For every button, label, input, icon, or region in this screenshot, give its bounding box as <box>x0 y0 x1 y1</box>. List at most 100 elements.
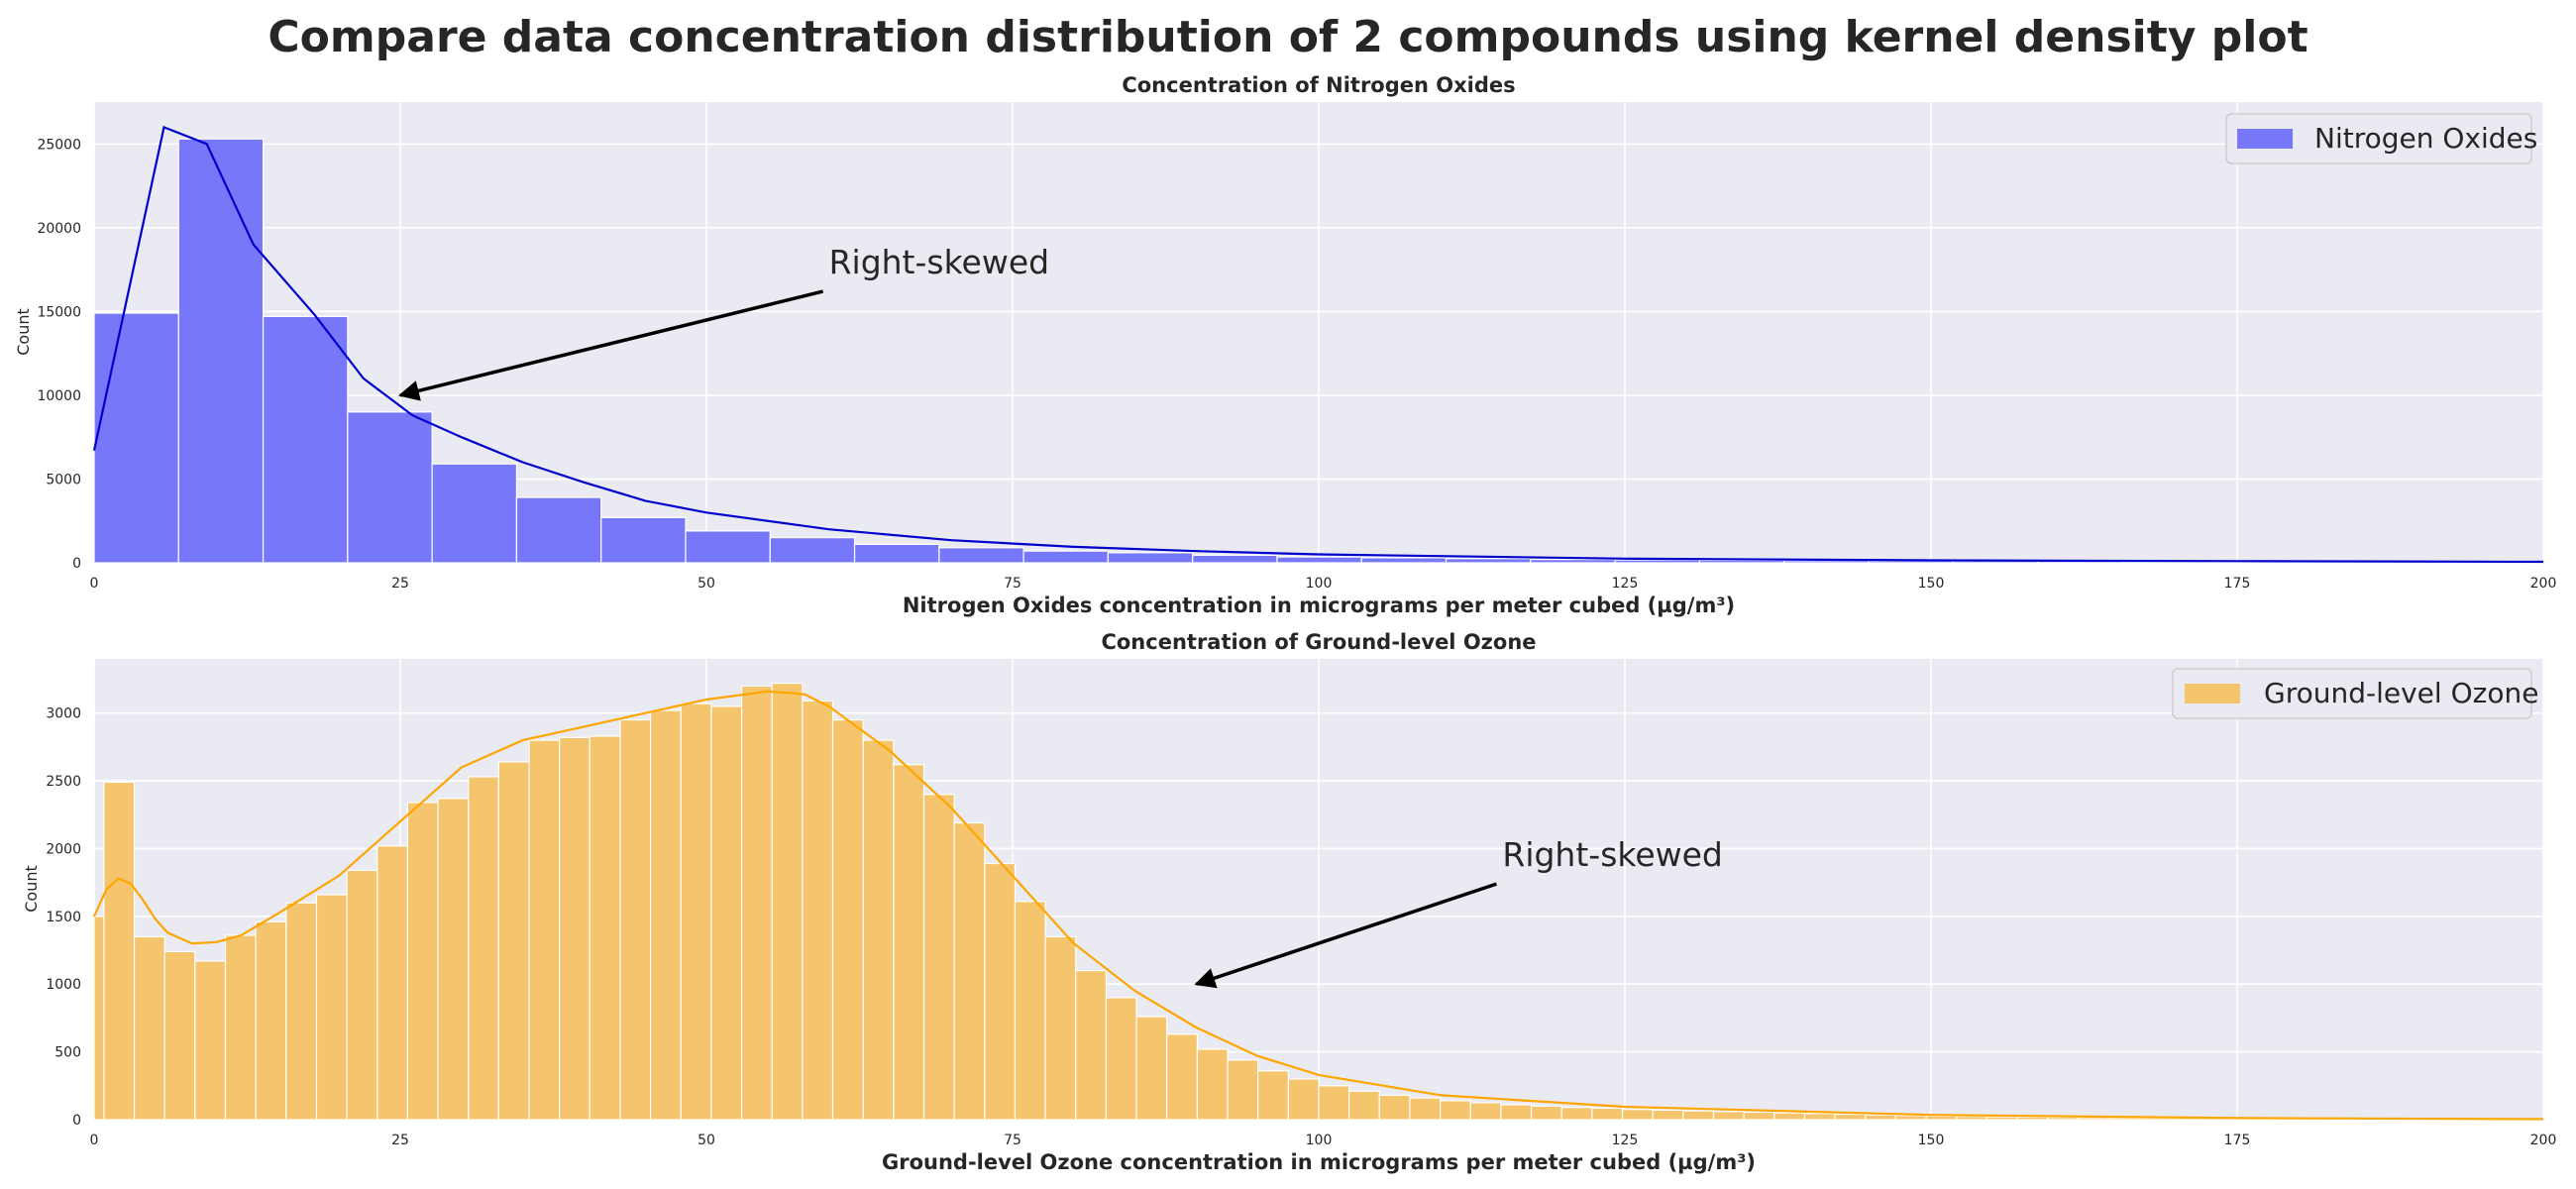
legend-label: Nitrogen Oxides <box>2314 122 2537 155</box>
annotation-text: Right-skewed <box>829 243 1049 281</box>
histogram-bar <box>1682 1110 1715 1121</box>
histogram-bar <box>1044 935 1077 1121</box>
histogram-bar <box>431 463 518 564</box>
legend-swatch <box>2185 684 2240 703</box>
legend: Ground-level Ozone <box>2172 668 2538 719</box>
x-tick-label: 125 <box>1612 1133 1639 1148</box>
y-tick-label: 2000 <box>46 841 81 857</box>
y-tick-label: 1500 <box>46 910 81 925</box>
histogram-bar <box>1865 1114 1897 1121</box>
annotation: Right-skewed <box>1194 835 1723 989</box>
histogram-bar <box>2107 1117 2140 1121</box>
x-tick-label: 100 <box>1306 576 1333 592</box>
histogram-bar <box>619 718 652 1121</box>
ground-level-ozone-chart: Concentration of Ground-level Ozone 0 25 5… <box>22 630 2556 1174</box>
axis-ticks: 0 25 50 75 100 125 150 175 200050010001500200025… <box>46 706 2556 1148</box>
histogram-bar <box>1276 556 1362 564</box>
histogram-bar <box>589 735 621 1121</box>
histogram-bar <box>1530 1105 1562 1121</box>
annotation-arrow <box>397 289 824 401</box>
x-tick-label: 25 <box>391 1133 409 1148</box>
legend-box <box>2172 668 2532 719</box>
histogram-bar <box>600 516 687 564</box>
histogram-bar <box>1530 559 1616 564</box>
annotation-text: Right-skewed <box>1502 835 1722 874</box>
histogram-bar <box>1621 1109 1654 1121</box>
x-tick-label: 125 <box>1612 576 1639 592</box>
histogram-bar <box>1166 1033 1198 1121</box>
x-tick-label: 100 <box>1306 1133 1333 1148</box>
chart-title: Concentration of Nitrogen Oxides <box>1122 73 1515 97</box>
histogram-bar <box>1192 554 1278 564</box>
histogram-bar <box>680 703 712 1121</box>
y-tick-label: 15000 <box>37 304 81 320</box>
histogram-bar <box>953 821 986 1121</box>
legend-label: Ground-level Ozone <box>2264 677 2538 709</box>
x-tick-label: 75 <box>1004 576 1021 592</box>
histogram-bar <box>1652 1109 1684 1121</box>
x-tick-label: 150 <box>1918 1133 1945 1148</box>
kde-curve <box>92 125 2544 564</box>
histogram-bar <box>1257 1070 1289 1121</box>
histogram-bar <box>1227 1059 1259 1121</box>
annotation-arrow <box>1194 882 1497 989</box>
histogram-bar <box>771 683 804 1121</box>
histogram-bar <box>224 934 257 1121</box>
figure-title: Compare data concentration distribution … <box>268 12 2308 62</box>
x-tick-label: 25 <box>391 576 409 592</box>
histogram-bar <box>437 798 470 1121</box>
histogram-bar <box>1560 1107 1593 1121</box>
histogram-bar <box>515 496 602 564</box>
histogram-bar <box>315 894 348 1121</box>
histogram-bar <box>1196 1048 1229 1121</box>
histogram-bar <box>1834 1113 1867 1121</box>
y-tick-label: 5000 <box>46 472 81 487</box>
y-tick-label: 1000 <box>46 977 81 993</box>
histogram-bar <box>133 935 165 1121</box>
histogram-bar <box>468 776 499 1121</box>
histogram-bar <box>559 736 590 1121</box>
histogram-bar <box>1287 1078 1320 1121</box>
y-axis-label: Count <box>22 865 41 913</box>
histogram-bar <box>1440 1100 1471 1121</box>
histogram-bars <box>93 683 2534 1121</box>
histogram-bar <box>1360 557 1448 564</box>
histogram-bar <box>497 761 530 1121</box>
x-tick-label: 175 <box>2224 576 2251 592</box>
legend: Nitrogen Oxides <box>2225 113 2537 164</box>
histogram-bar <box>740 685 773 1121</box>
histogram-bar <box>1378 1094 1411 1121</box>
histogram-bar <box>285 902 318 1121</box>
histogram-bar <box>710 705 743 1121</box>
histogram-bar <box>1743 1111 1775 1121</box>
histogram-bar <box>938 547 1024 564</box>
histogram-bar <box>255 920 287 1121</box>
y-tick-label: 10000 <box>37 388 81 404</box>
histogram-bar <box>2077 1117 2109 1121</box>
histogram-bar <box>650 709 682 1121</box>
histogram-bar <box>262 315 349 564</box>
y-tick-label: 3000 <box>46 706 81 722</box>
histogram-bar <box>103 781 136 1121</box>
nitrogen-oxides-chart: Concentration of Nitrogen Oxides 0 25 50 75… <box>14 73 2556 617</box>
histogram-bar <box>1803 1113 1836 1121</box>
x-tick-label: 0 <box>90 576 99 592</box>
histogram-bar <box>1022 550 1110 564</box>
histogram-bar <box>1614 559 1700 564</box>
histogram-bar <box>177 138 265 564</box>
x-tick-label: 200 <box>2530 1133 2557 1148</box>
histogram-bar <box>1075 969 1108 1121</box>
histogram-bar <box>2016 1116 2049 1121</box>
histogram-bar <box>93 312 179 564</box>
histogram-bar <box>831 718 864 1121</box>
x-tick-label: 175 <box>2224 1133 2251 1148</box>
histogram-bar <box>2047 1117 2079 1121</box>
histogram-bar <box>1445 558 1532 564</box>
y-tick-label: 25000 <box>37 137 81 153</box>
histogram-bar <box>346 869 378 1121</box>
histogram-bar <box>1712 1111 1745 1121</box>
histogram-bar <box>1956 1116 1987 1121</box>
y-tick-label: 2500 <box>46 774 81 790</box>
x-tick-label: 50 <box>698 576 715 592</box>
